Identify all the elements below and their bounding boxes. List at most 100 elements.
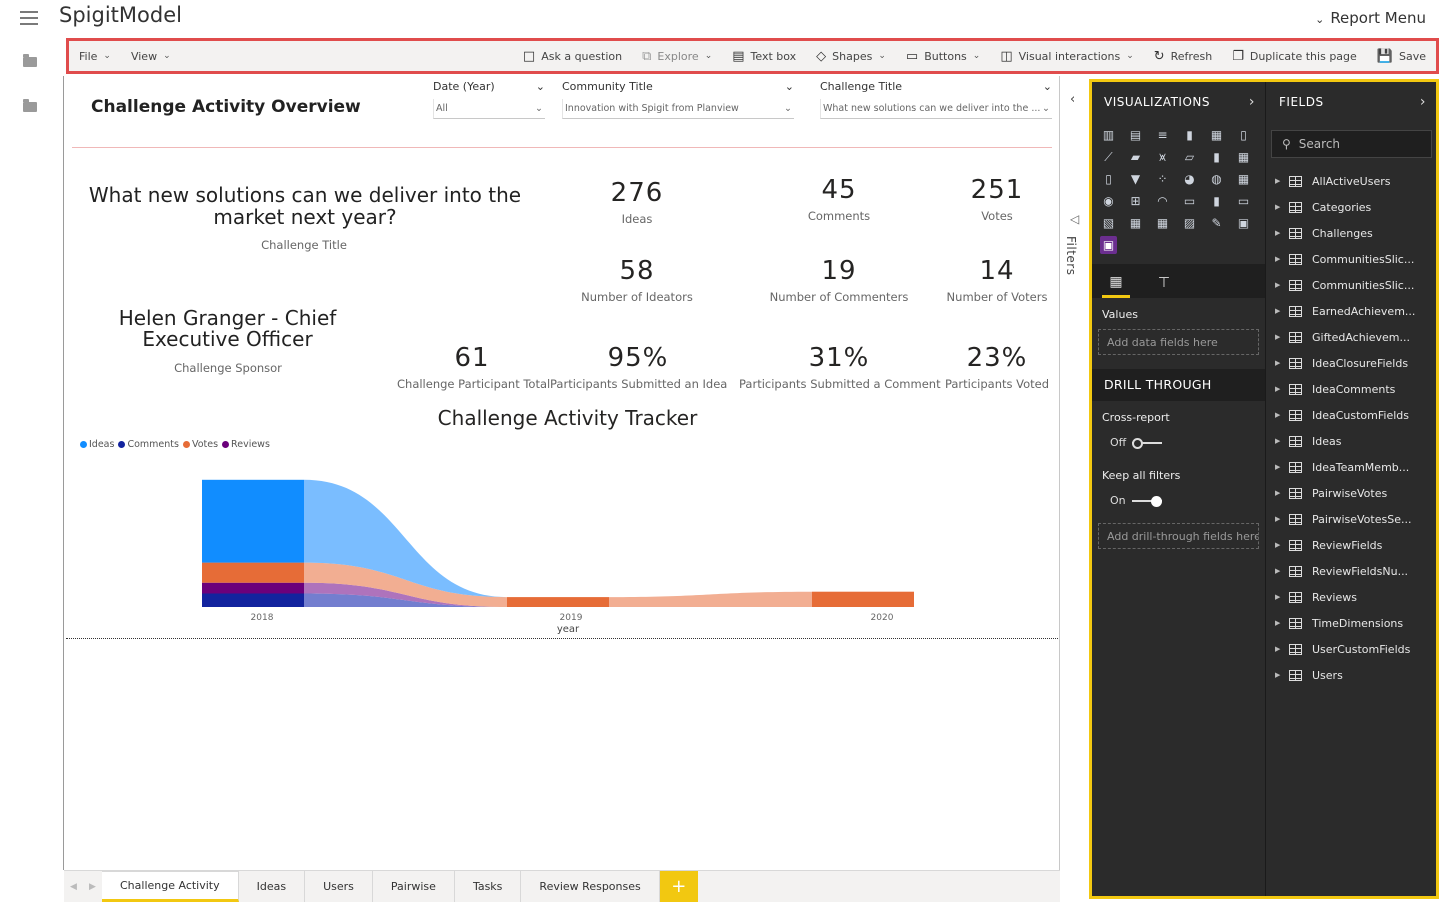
field-table-item[interactable]: ▶ CommunitiesSlic... <box>1267 272 1436 298</box>
format-tab[interactable]: ⊤ <box>1150 268 1178 298</box>
field-table-item[interactable]: ▶ ReviewFieldsNu... <box>1267 558 1436 584</box>
chevron-left-icon[interactable]: ◀ <box>70 881 77 892</box>
field-table-item[interactable]: ▶ Categories <box>1267 194 1436 220</box>
slicer-challenge-title[interactable]: Challenge Title ⌄ What new solutions can … <box>820 80 1052 119</box>
field-table-item[interactable]: ▶ PairwiseVotes <box>1267 480 1436 506</box>
ribbon-votes[interactable] <box>304 562 507 607</box>
kpi-icon[interactable]: ▭ <box>1237 194 1250 208</box>
fields-header[interactable]: FIELDS › <box>1267 82 1436 122</box>
slicer-date-year[interactable]: Date (Year) ⌄ All ⌄ <box>433 80 545 119</box>
expand-arrow-icon[interactable]: ▶ <box>1275 619 1281 627</box>
view-menu[interactable]: View ⌄ <box>121 41 181 71</box>
values-drop-well[interactable]: Add data fields here <box>1098 329 1259 355</box>
bar-segment-votes-2019[interactable] <box>507 597 609 607</box>
chevron-right-icon[interactable]: › <box>1419 94 1426 110</box>
matrix-icon[interactable]: ▦ <box>1156 216 1169 230</box>
chevron-right-icon[interactable]: › <box>1248 94 1255 110</box>
field-table-item[interactable]: ▶ ReviewFields <box>1267 532 1436 558</box>
ask-question-button[interactable]: □ Ask a question <box>513 41 632 71</box>
file-menu[interactable]: File ⌄ <box>69 41 121 71</box>
expand-arrow-icon[interactable]: ▶ <box>1275 437 1281 445</box>
tab-nav-arrows[interactable]: ◀ ▶ <box>64 871 102 902</box>
clustered-bar-icon[interactable]: ≡ <box>1157 128 1168 142</box>
folder-icon[interactable] <box>23 54 37 67</box>
table-icon[interactable]: ▦ <box>1129 216 1142 230</box>
fields-search-input[interactable]: ⚲ Search <box>1271 130 1432 158</box>
expand-arrow-icon[interactable]: ▶ <box>1275 671 1281 679</box>
line-column-icon[interactable]: ▱ <box>1184 150 1195 164</box>
hamburger-menu-icon[interactable] <box>20 11 38 29</box>
field-table-item[interactable]: ▶ Reviews <box>1267 584 1436 610</box>
expand-arrow-icon[interactable]: ▶ <box>1275 281 1281 289</box>
ribbon-votes[interactable] <box>609 591 812 607</box>
expand-arrow-icon[interactable]: ▶ <box>1275 645 1281 653</box>
report-menu-button[interactable]: ⌄ Report Menu <box>1315 9 1426 27</box>
map-icon[interactable]: ◉ <box>1103 194 1114 208</box>
field-table-item[interactable]: ▶ EarnedAchievem... <box>1267 298 1436 324</box>
filters-label[interactable]: Filters <box>1064 236 1078 276</box>
card-icon[interactable]: ▭ <box>1183 194 1196 208</box>
tab-tasks[interactable]: Tasks <box>455 871 522 902</box>
field-table-item[interactable]: ▶ TimeDimensions <box>1267 610 1436 636</box>
keep-filters-toggle[interactable] <box>1131 495 1162 507</box>
folder-icon[interactable] <box>23 99 37 112</box>
field-table-item[interactable]: ▶ AllActiveUsers <box>1267 168 1436 194</box>
slicer-dropdown[interactable]: Innovation with Spigit from Planview ⌄ <box>562 99 794 119</box>
filters-pane-collapsed[interactable]: ‹ ◁ Filters <box>1062 76 1090 902</box>
legend-item-comments[interactable]: Comments <box>118 439 179 450</box>
field-table-item[interactable]: ▶ Ideas <box>1267 428 1436 454</box>
slicer-community-title[interactable]: Community Title ⌄ Innovation with Spigit … <box>562 80 794 119</box>
bar-segment-comments-2018[interactable] <box>202 593 304 608</box>
bar-segment-votes-2018[interactable] <box>202 562 304 583</box>
expand-arrow-icon[interactable]: ▶ <box>1275 359 1281 367</box>
field-table-item[interactable]: ▶ UserCustomFields <box>1267 636 1436 662</box>
bar-segment-votes-2020[interactable] <box>812 591 914 607</box>
field-table-item[interactable]: ▶ PairwiseVotesSe... <box>1267 506 1436 532</box>
field-table-item[interactable]: ▶ IdeaClosureFields <box>1267 350 1436 376</box>
line-chart-icon[interactable]: ⟋ <box>1104 149 1113 164</box>
funnel-icon[interactable]: ▼ <box>1130 172 1141 186</box>
text-box-button[interactable]: ▤ Text box <box>722 41 806 71</box>
field-table-item[interactable]: ▶ IdeaCustomFields <box>1267 402 1436 428</box>
field-table-item[interactable]: ▶ Users <box>1267 662 1436 688</box>
expand-arrow-icon[interactable]: ▶ <box>1275 411 1281 419</box>
refresh-button[interactable]: ↻ Refresh <box>1144 41 1222 71</box>
bar-segment-ideas-2018[interactable] <box>202 479 304 563</box>
chevron-right-icon[interactable]: ▶ <box>89 881 96 892</box>
visualizations-header[interactable]: VISUALIZATIONS › <box>1092 82 1265 122</box>
tab-users[interactable]: Users <box>305 871 373 902</box>
field-table-item[interactable]: ▶ IdeaComments <box>1267 376 1436 402</box>
expand-arrow-icon[interactable]: ▶ <box>1275 203 1281 211</box>
scatter-icon[interactable]: ⁘ <box>1157 172 1168 186</box>
expand-arrow-icon[interactable]: ▶ <box>1275 333 1281 341</box>
slicer-dropdown[interactable]: What new solutions can we deliver into t… <box>820 99 1052 119</box>
expand-arrow-icon[interactable]: ▶ <box>1275 255 1281 263</box>
field-table-item[interactable]: ▶ GiftedAchievem... <box>1267 324 1436 350</box>
multirow-card-icon[interactable]: ▮ <box>1213 194 1220 208</box>
legend-item-reviews[interactable]: Reviews <box>222 439 270 450</box>
python-visual-icon[interactable]: ✎ <box>1211 216 1222 230</box>
explore-button[interactable]: ⧉ Explore ⌄ <box>632 41 722 71</box>
treemap-icon[interactable]: ▦ <box>1237 172 1250 186</box>
cross-report-toggle[interactable] <box>1132 437 1163 449</box>
expand-arrow-icon[interactable]: ▶ <box>1275 567 1281 575</box>
qna-icon[interactable]: ▣ <box>1237 216 1250 230</box>
ribbon-ideas[interactable] <box>304 479 507 598</box>
gauge-icon[interactable]: ◠ <box>1157 194 1168 208</box>
stacked-column-icon[interactable]: ▤ <box>1129 128 1142 142</box>
slicer-dropdown[interactable]: All ⌄ <box>433 99 545 119</box>
fields-well-tab[interactable]: ▦ <box>1102 268 1130 298</box>
donut-icon[interactable]: ◍ <box>1211 172 1222 186</box>
field-table-item[interactable]: ▶ CommunitiesSlic... <box>1267 246 1436 272</box>
r-visual-icon[interactable]: ▨ <box>1183 216 1196 230</box>
100-column-icon[interactable]: ▯ <box>1240 128 1247 142</box>
field-table-item[interactable]: ▶ IdeaTeamMemb... <box>1267 454 1436 480</box>
line-clustered-icon[interactable]: ▮ <box>1213 150 1220 164</box>
field-table-item[interactable]: ▶ Challenges <box>1267 220 1436 246</box>
legend-item-ideas[interactable]: Ideas <box>80 439 114 450</box>
shapes-button[interactable]: ◇ Shapes ⌄ <box>806 41 896 71</box>
expand-arrow-icon[interactable]: ▶ <box>1275 307 1281 315</box>
stacked-bar-icon[interactable]: ▥ <box>1102 128 1115 142</box>
tab-review-responses[interactable]: Review Responses <box>521 871 660 902</box>
expand-arrow-icon[interactable]: ▶ <box>1275 489 1281 497</box>
